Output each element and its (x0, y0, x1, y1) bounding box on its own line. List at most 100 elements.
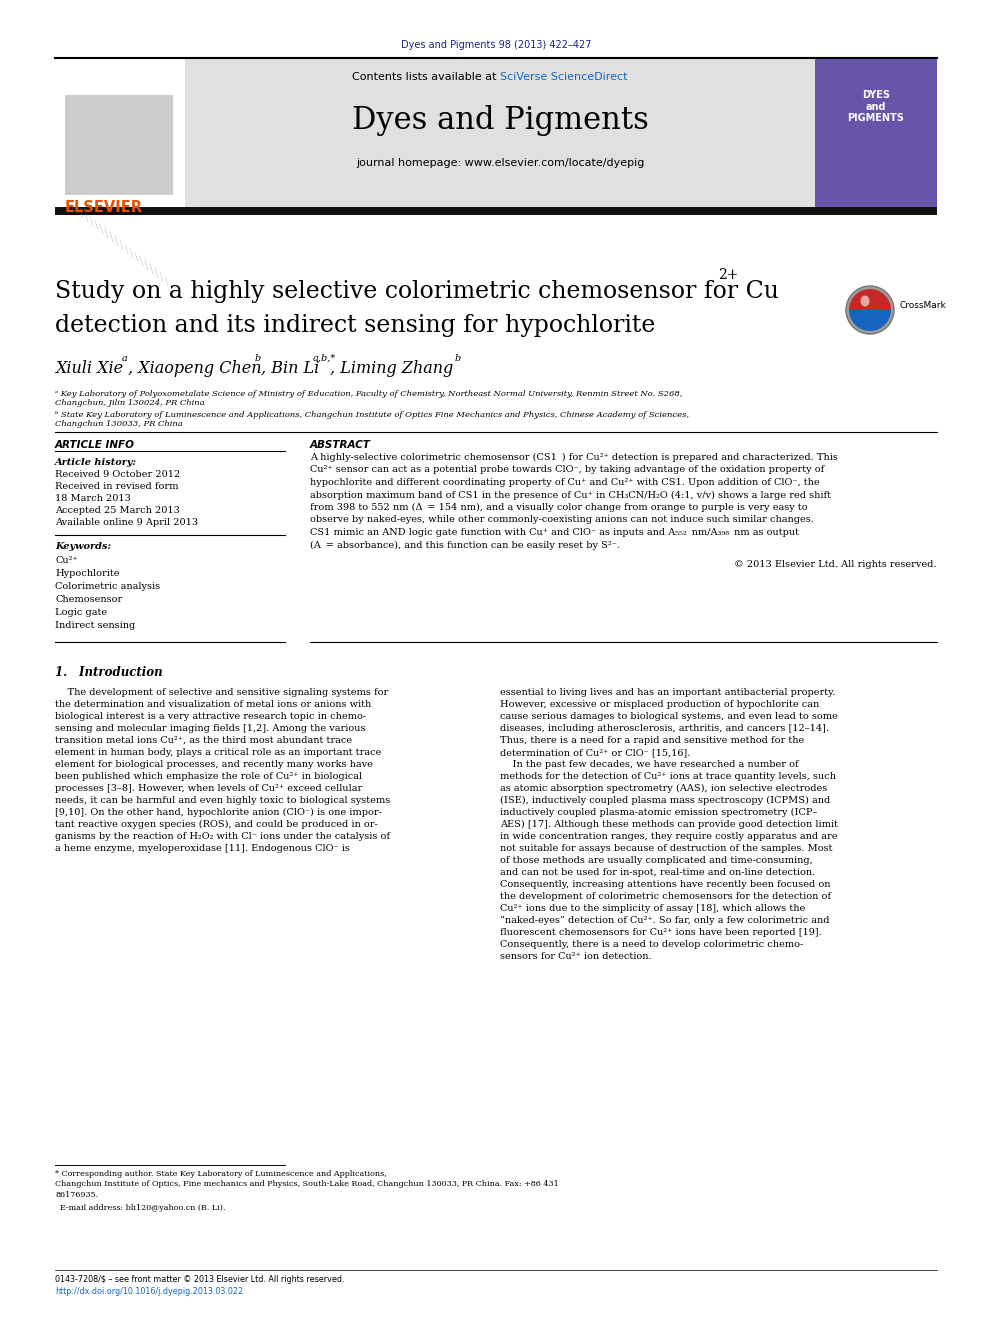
Text: In the past few decades, we have researched a number of: In the past few decades, we have researc… (500, 759, 799, 769)
Text: (ISE), inductively coupled plasma mass spectroscopy (ICPMS) and: (ISE), inductively coupled plasma mass s… (500, 796, 830, 806)
Wedge shape (849, 288, 891, 310)
Text: 18 March 2013: 18 March 2013 (55, 493, 131, 503)
Text: a,b,*: a,b,* (313, 355, 336, 363)
Text: Colorimetric analysis: Colorimetric analysis (55, 582, 160, 591)
Text: [9,10]. On the other hand, hypochlorite anion (ClO⁻) is one impor-: [9,10]. On the other hand, hypochlorite … (55, 808, 382, 818)
Text: Consequently, there is a need to develop colorimetric chemo-: Consequently, there is a need to develop… (500, 941, 804, 949)
Text: as atomic absorption spectrometry (AAS), ion selective electrodes: as atomic absorption spectrometry (AAS),… (500, 785, 827, 792)
Text: sensing and molecular imaging fields [1,2]. Among the various: sensing and molecular imaging fields [1,… (55, 724, 365, 733)
Text: Thus, there is a need for a rapid and sensitive method for the: Thus, there is a need for a rapid and se… (500, 736, 805, 745)
Text: Changchun Institute of Optics, Fine mechanics and Physics, South-Lake Road, Chan: Changchun Institute of Optics, Fine mech… (55, 1180, 558, 1188)
Text: Cu²⁺: Cu²⁺ (55, 556, 77, 565)
Text: b: b (255, 355, 261, 363)
Text: Xiuli Xie: Xiuli Xie (55, 360, 123, 377)
Text: http://dx.doi.org/10.1016/j.dyepig.2013.03.022: http://dx.doi.org/10.1016/j.dyepig.2013.… (55, 1287, 243, 1297)
Text: Cu²⁺ sensor can act as a potential probe towards ClO⁻, by taking advantage of th: Cu²⁺ sensor can act as a potential probe… (310, 466, 824, 475)
Text: 1.  Introduction: 1. Introduction (55, 665, 163, 679)
Text: Changchun, Jilin 130024, PR China: Changchun, Jilin 130024, PR China (55, 400, 204, 407)
Text: 2+: 2+ (718, 269, 738, 282)
Text: Available online 9 April 2013: Available online 9 April 2013 (55, 519, 198, 527)
Text: the determination and visualization of metal ions or anions with: the determination and visualization of m… (55, 700, 371, 709)
Text: in wide concentration ranges, they require costly apparatus and are: in wide concentration ranges, they requi… (500, 832, 837, 841)
Text: ᵇ State Key Laboratory of Luminescence and Applications, Changchun Institute of : ᵇ State Key Laboratory of Luminescence a… (55, 411, 689, 419)
Text: DYES
and
PIGMENTS: DYES and PIGMENTS (847, 90, 905, 123)
Text: element for biological processes, and recently many works have: element for biological processes, and re… (55, 759, 373, 769)
Text: “naked-eyes” detection of Cu²⁺. So far, only a few colorimetric and: “naked-eyes” detection of Cu²⁺. So far, … (500, 916, 829, 925)
Text: ARTICLE INFO: ARTICLE INFO (55, 441, 135, 450)
Text: , Xiaopeng Chen: , Xiaopeng Chen (128, 360, 262, 377)
Bar (815, 58, 937, 210)
Text: tant reactive oxygen species (ROS), and could be produced in or-: tant reactive oxygen species (ROS), and … (55, 820, 378, 830)
Text: , Bin Li: , Bin Li (261, 360, 319, 377)
Text: needs, it can be harmful and even highly toxic to biological systems: needs, it can be harmful and even highly… (55, 796, 390, 804)
Text: of those methods are usually complicated and time-consuming,: of those methods are usually complicated… (500, 856, 812, 865)
Text: essential to living lives and has an important antibacterial property.: essential to living lives and has an imp… (500, 688, 835, 697)
Text: observe by naked-eyes, while other commonly-coexisting anions can not induce suc: observe by naked-eyes, while other commo… (310, 516, 813, 524)
Text: been published which emphasize the role of Cu²⁺ in biological: been published which emphasize the role … (55, 773, 362, 781)
Text: Indirect sensing: Indirect sensing (55, 620, 135, 630)
Text: determination of Cu²⁺ or ClO⁻ [15,16].: determination of Cu²⁺ or ClO⁻ [15,16]. (500, 747, 690, 757)
Text: (A = absorbance), and this function can be easily reset by S²⁻.: (A = absorbance), and this function can … (310, 541, 620, 549)
Text: ELSEVIER: ELSEVIER (65, 200, 143, 216)
Bar (185, 58, 815, 210)
Text: methods for the detection of Cu²⁺ ions at trace quantity levels, such: methods for the detection of Cu²⁺ ions a… (500, 773, 836, 781)
Text: E-mail address: bli120@yahoo.cn (B. Li).: E-mail address: bli120@yahoo.cn (B. Li). (55, 1204, 225, 1212)
Text: Consequently, increasing attentions have recently been focused on: Consequently, increasing attentions have… (500, 880, 830, 889)
Text: not suitable for assays because of destruction of the samples. Most: not suitable for assays because of destr… (500, 844, 832, 853)
Wedge shape (849, 310, 891, 331)
Bar (65, 95, 173, 194)
Text: 86176935.: 86176935. (55, 1191, 98, 1199)
Text: Logic gate: Logic gate (55, 609, 107, 617)
Text: detection and its indirect sensing for hypochlorite: detection and its indirect sensing for h… (55, 314, 656, 337)
Text: Changchun 130033, PR China: Changchun 130033, PR China (55, 419, 183, 429)
Text: ganisms by the reaction of H₂O₂ with Cl⁻ ions under the catalysis of: ganisms by the reaction of H₂O₂ with Cl⁻… (55, 832, 390, 841)
Text: journal homepage: www.elsevier.com/locate/dyepig: journal homepage: www.elsevier.com/locat… (356, 157, 644, 168)
Text: fluorescent chemosensors for Cu²⁺ ions have been reported [19].: fluorescent chemosensors for Cu²⁺ ions h… (500, 927, 821, 937)
Text: Cu²⁺ ions due to the simplicity of assay [18], which allows the: Cu²⁺ ions due to the simplicity of assay… (500, 904, 806, 913)
Text: , Liming Zhang: , Liming Zhang (330, 360, 453, 377)
Text: absorption maximum band of CS1 in the presence of Cu⁺ in CH₃CN/H₂O (4:1, v/v) sh: absorption maximum band of CS1 in the pr… (310, 491, 831, 500)
Text: b: b (455, 355, 461, 363)
Text: SciVerse ScienceDirect: SciVerse ScienceDirect (500, 71, 628, 82)
Text: a heme enzyme, myeloperoxidase [11]. Endogenous ClO⁻ is: a heme enzyme, myeloperoxidase [11]. End… (55, 844, 350, 853)
Text: ᵃ Key Laboratory of Polyoxometalate Science of Ministry of Education, Faculty of: ᵃ Key Laboratory of Polyoxometalate Scie… (55, 390, 682, 398)
Text: Dyes and Pigments: Dyes and Pigments (351, 105, 649, 136)
Text: CrossMark: CrossMark (900, 302, 946, 311)
Text: from 398 to 552 nm (Δ = 154 nm), and a visually color change from orange to purp: from 398 to 552 nm (Δ = 154 nm), and a v… (310, 503, 807, 512)
Bar (55, 206, 937, 216)
Text: Contents lists available at: Contents lists available at (352, 71, 500, 82)
Text: sensors for Cu²⁺ ion detection.: sensors for Cu²⁺ ion detection. (500, 953, 652, 960)
Text: Study on a highly selective colorimetric chemosensor for Cu: Study on a highly selective colorimetric… (55, 280, 779, 303)
Text: AES) [17]. Although these methods can provide good detection limit: AES) [17]. Although these methods can pr… (500, 820, 838, 830)
Text: Hypochlorite: Hypochlorite (55, 569, 119, 578)
Text: diseases, including atherosclerosis, arthritis, and cancers [12–14].: diseases, including atherosclerosis, art… (500, 724, 829, 733)
Text: However, excessive or misplaced production of hypochlorite can: However, excessive or misplaced producti… (500, 700, 819, 709)
Text: Chemosensor: Chemosensor (55, 595, 122, 605)
Text: ABSTRACT: ABSTRACT (310, 441, 371, 450)
Text: Article history:: Article history: (55, 458, 137, 467)
Text: © 2013 Elsevier Ltd. All rights reserved.: © 2013 Elsevier Ltd. All rights reserved… (734, 560, 937, 569)
Text: Received 9 October 2012: Received 9 October 2012 (55, 470, 181, 479)
Text: * Corresponding author. State Key Laboratory of Luminescence and Applications,: * Corresponding author. State Key Labora… (55, 1170, 387, 1177)
Bar (55, 58, 185, 210)
Text: A highly-selective colorimetric chemosensor (CS1 ) for Cu²⁺ detection is prepare: A highly-selective colorimetric chemosen… (310, 452, 838, 462)
Text: Dyes and Pigments 98 (2013) 422–427: Dyes and Pigments 98 (2013) 422–427 (401, 40, 591, 50)
Text: hypochlorite and different coordinating property of Cu⁺ and Cu²⁺ with CS1. Upon : hypochlorite and different coordinating … (310, 478, 819, 487)
Text: inductively coupled plasma-atomic emission spectrometry (ICP–: inductively coupled plasma-atomic emissi… (500, 808, 817, 818)
Text: CS1 mimic an AND logic gate function with Cu⁺ and ClO⁻ as inputs and A₅₅₂ nm/A₃₉: CS1 mimic an AND logic gate function wit… (310, 528, 799, 537)
Text: transition metal ions Cu²⁺, as the third most abundant trace: transition metal ions Cu²⁺, as the third… (55, 736, 352, 745)
Text: Keywords:: Keywords: (55, 542, 111, 550)
Text: Accepted 25 March 2013: Accepted 25 March 2013 (55, 505, 180, 515)
Text: the development of colorimetric chemosensors for the detection of: the development of colorimetric chemosen… (500, 892, 831, 901)
Text: cause serious damages to biological systems, and even lead to some: cause serious damages to biological syst… (500, 712, 838, 721)
Ellipse shape (860, 295, 870, 307)
Text: 0143-7208/$ – see front matter © 2013 Elsevier Ltd. All rights reserved.: 0143-7208/$ – see front matter © 2013 El… (55, 1275, 344, 1285)
Text: a: a (122, 355, 128, 363)
Text: The development of selective and sensitive signaling systems for: The development of selective and sensiti… (55, 688, 388, 697)
Text: processes [3–8]. However, when levels of Cu²⁺ exceed cellular: processes [3–8]. However, when levels of… (55, 785, 362, 792)
Circle shape (846, 286, 894, 333)
Text: biological interest is a very attractive research topic in chemo-: biological interest is a very attractive… (55, 712, 366, 721)
Text: element in human body, plays a critical role as an important trace: element in human body, plays a critical … (55, 747, 381, 757)
Text: and can not be used for in-spot, real-time and on-line detection.: and can not be used for in-spot, real-ti… (500, 868, 815, 877)
Text: Received in revised form: Received in revised form (55, 482, 179, 491)
